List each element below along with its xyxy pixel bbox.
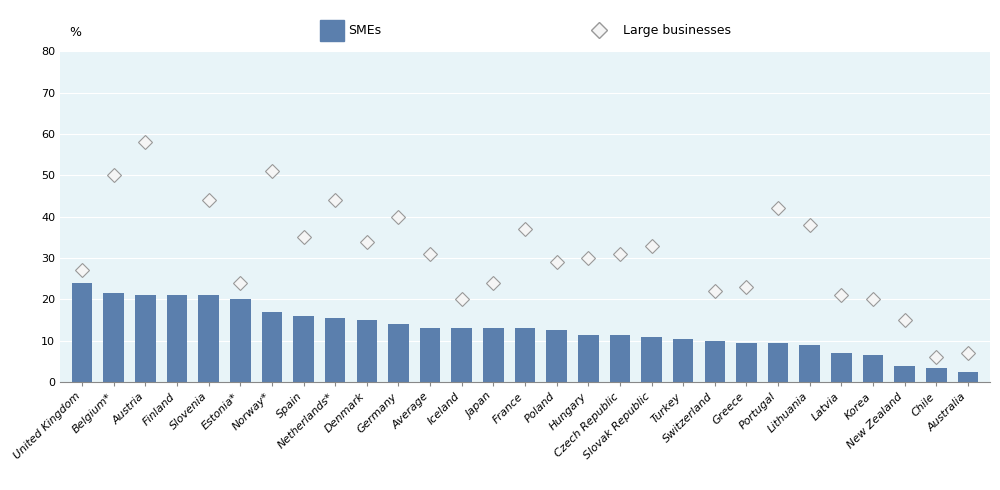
Bar: [135, 295, 156, 382]
Bar: [230, 299, 251, 382]
Bar: [167, 295, 187, 382]
Bar: [515, 328, 535, 382]
Bar: [483, 328, 504, 382]
Bar: [736, 343, 757, 382]
Bar: [388, 324, 409, 382]
Bar: [799, 345, 820, 382]
Bar: [768, 343, 788, 382]
Bar: [641, 337, 662, 382]
Bar: [926, 368, 947, 382]
Bar: [610, 335, 630, 382]
Bar: [357, 320, 377, 382]
Bar: [293, 316, 314, 382]
Bar: [325, 318, 345, 382]
Bar: [420, 328, 440, 382]
Bar: [72, 283, 92, 382]
Bar: [831, 353, 852, 382]
Bar: [863, 355, 883, 382]
Bar: [262, 312, 282, 382]
Text: SMEs: SMEs: [348, 24, 381, 37]
FancyBboxPatch shape: [320, 20, 344, 41]
Bar: [451, 328, 472, 382]
Bar: [705, 341, 725, 382]
Bar: [894, 366, 915, 382]
Bar: [103, 293, 124, 382]
Text: %: %: [69, 26, 81, 39]
Bar: [673, 339, 693, 382]
Bar: [578, 335, 599, 382]
Text: Large businesses: Large businesses: [623, 24, 731, 37]
Bar: [546, 330, 567, 382]
Bar: [958, 372, 978, 382]
Bar: [198, 295, 219, 382]
